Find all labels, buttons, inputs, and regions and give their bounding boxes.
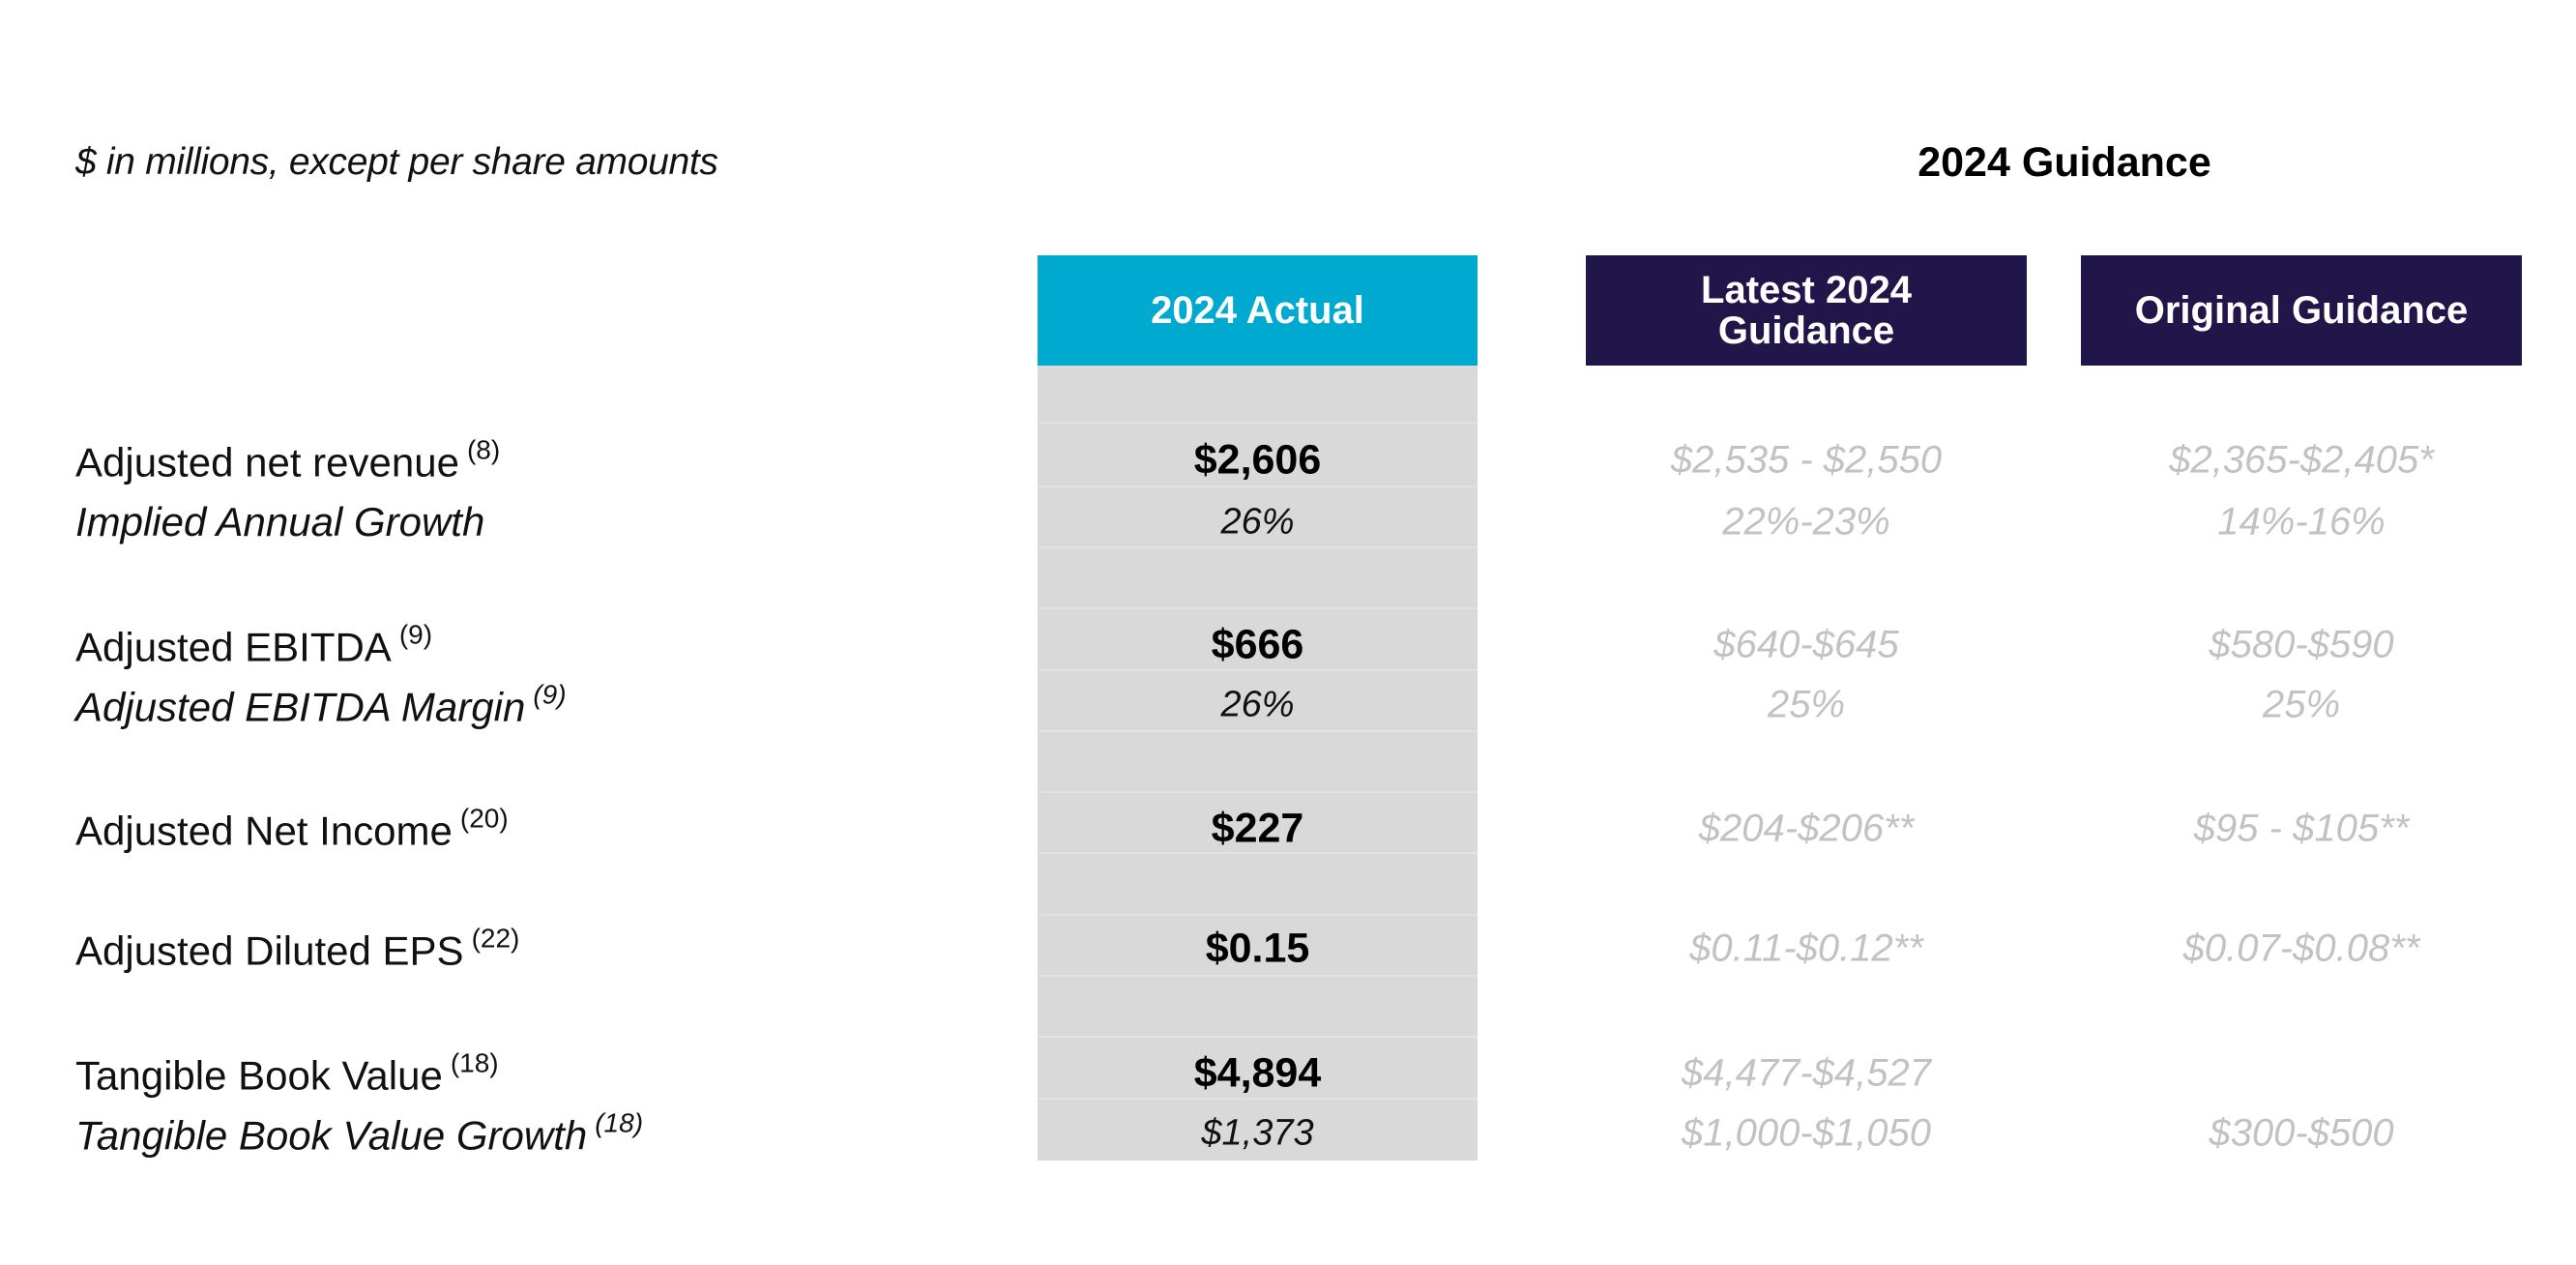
units-note: $ in millions, except per share amounts (75, 141, 718, 183)
row-label: Implied Annual Growth (75, 499, 484, 545)
row-divider (1038, 1036, 1478, 1038)
row-label-text: Adjusted Diluted EPS (75, 927, 464, 974)
row-label-text: Adjusted EBITDA Margin (75, 684, 526, 730)
row-divider (1038, 852, 1478, 854)
actual-value: $666 (1211, 621, 1304, 668)
row-label-text: Adjusted EBITDA (75, 624, 392, 670)
latest-guidance-value: 25% (1767, 683, 1846, 726)
actual-column-background (1038, 255, 1478, 1161)
original-guidance-value: $0.07-$0.08** (2182, 927, 2420, 970)
row-divider (1038, 546, 1478, 548)
latest-guidance-value: $0.11-$0.12** (1689, 927, 1923, 970)
footnote-marker: (22) (471, 923, 520, 954)
row-divider (1038, 791, 1478, 793)
row-label-text: Tangible Book Value (75, 1052, 443, 1099)
latest-guidance-value: $4,477-$4,527 (1681, 1051, 1931, 1095)
footnote-marker: (9) (533, 679, 567, 710)
row-label: Adjusted EBITDA Margin (9) (75, 680, 567, 731)
original-guidance-value: $95 - $105** (2193, 807, 2410, 850)
header-original-guidance: Original Guidance (2081, 255, 2522, 366)
row-divider (1038, 607, 1478, 609)
latest-guidance-value: 22%-23% (1722, 500, 1890, 544)
actual-value: 26% (1220, 501, 1295, 543)
row-label-text: Implied Annual Growth (75, 499, 485, 544)
row-divider (1038, 1098, 1478, 1100)
row-label: Adjusted Diluted EPS (22) (75, 924, 519, 975)
row-label-text: Adjusted net revenue (75, 439, 459, 485)
row-divider (1038, 422, 1478, 424)
row-label: Tangible Book Value Growth (18) (75, 1108, 643, 1160)
header-latest-guidance-label: Latest 2024 Guidance (1701, 269, 1912, 352)
header-latest-guidance: Latest 2024 Guidance (1586, 255, 2027, 366)
row-divider (1038, 914, 1478, 916)
latest-guidance-value: $204-$206** (1698, 807, 1915, 850)
footnote-marker: (18) (595, 1107, 644, 1138)
row-label: Tangible Book Value (18) (75, 1048, 499, 1100)
latest-guidance-value: $1,000-$1,050 (1681, 1111, 1931, 1155)
footnote-marker: (9) (398, 619, 433, 650)
footnote-marker: (8) (466, 434, 501, 465)
actual-value: $4,894 (1193, 1049, 1322, 1097)
row-divider (1038, 730, 1478, 732)
latest-guidance-value: $2,535 - $2,550 (1670, 438, 1943, 482)
original-guidance-value: 25% (2262, 683, 2341, 726)
row-label: Adjusted EBITDA (9) (75, 620, 432, 671)
row-divider (1038, 669, 1478, 671)
footnote-marker: (20) (459, 803, 509, 834)
actual-value: $227 (1211, 805, 1304, 852)
row-label-text: Adjusted Net Income (75, 808, 453, 854)
footnote-marker: (18) (450, 1047, 499, 1078)
actual-value: $2,606 (1193, 436, 1322, 484)
original-guidance-value: $300-$500 (2209, 1111, 2394, 1155)
actual-value: $1,373 (1201, 1112, 1314, 1154)
row-divider (1038, 485, 1478, 487)
header-2024-actual: 2024 Actual (1038, 255, 1478, 366)
row-divider (1038, 975, 1478, 977)
guidance-heading: 2024 Guidance (1917, 139, 2211, 186)
row-label: Adjusted Net Income (20) (75, 804, 509, 855)
actual-value: $0.15 (1205, 925, 1310, 972)
latest-guidance-value: $640-$645 (1713, 623, 1899, 666)
row-label: Adjusted net revenue (8) (75, 435, 500, 486)
row-label-text: Tangible Book Value Growth (75, 1112, 588, 1159)
original-guidance-value: $2,365-$2,405* (2169, 438, 2434, 482)
original-guidance-value: $580-$590 (2209, 623, 2394, 666)
actual-value: 26% (1220, 684, 1295, 725)
original-guidance-value: 14%-16% (2217, 500, 2386, 544)
